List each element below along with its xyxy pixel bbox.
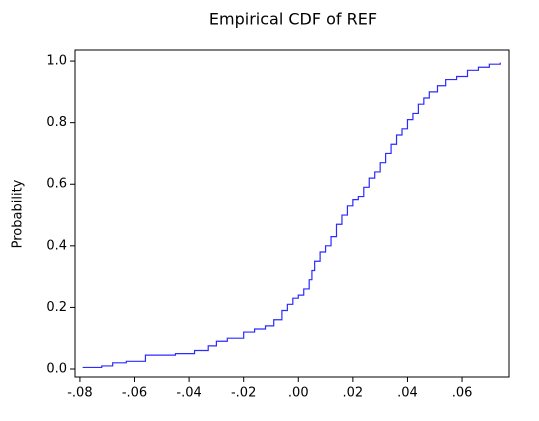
- y-tick-label: 0.8: [46, 115, 67, 130]
- x-tick-label: .00: [288, 386, 309, 401]
- chart-title: Empirical CDF of REF: [209, 10, 377, 29]
- y-tick-label: 0.6: [46, 177, 67, 192]
- x-tick-label: -.02: [231, 386, 256, 401]
- x-tick-label: .06: [452, 386, 473, 401]
- x-tick-label: -.06: [122, 386, 147, 401]
- x-tick-label: -.04: [176, 386, 201, 401]
- cdf-line: [82, 62, 501, 369]
- y-axis-label: Probability: [11, 179, 26, 248]
- x-tick-label: -.08: [67, 386, 92, 401]
- x-tick-label: .04: [397, 386, 418, 401]
- y-tick-label: 0.2: [46, 300, 67, 315]
- x-tick-label: .02: [343, 386, 364, 401]
- y-tick-label: 0.4: [46, 238, 67, 253]
- plot-frame: [74, 49, 510, 378]
- y-tick-label: 0.0: [46, 361, 67, 376]
- y-tick-label: 1.0: [46, 54, 67, 69]
